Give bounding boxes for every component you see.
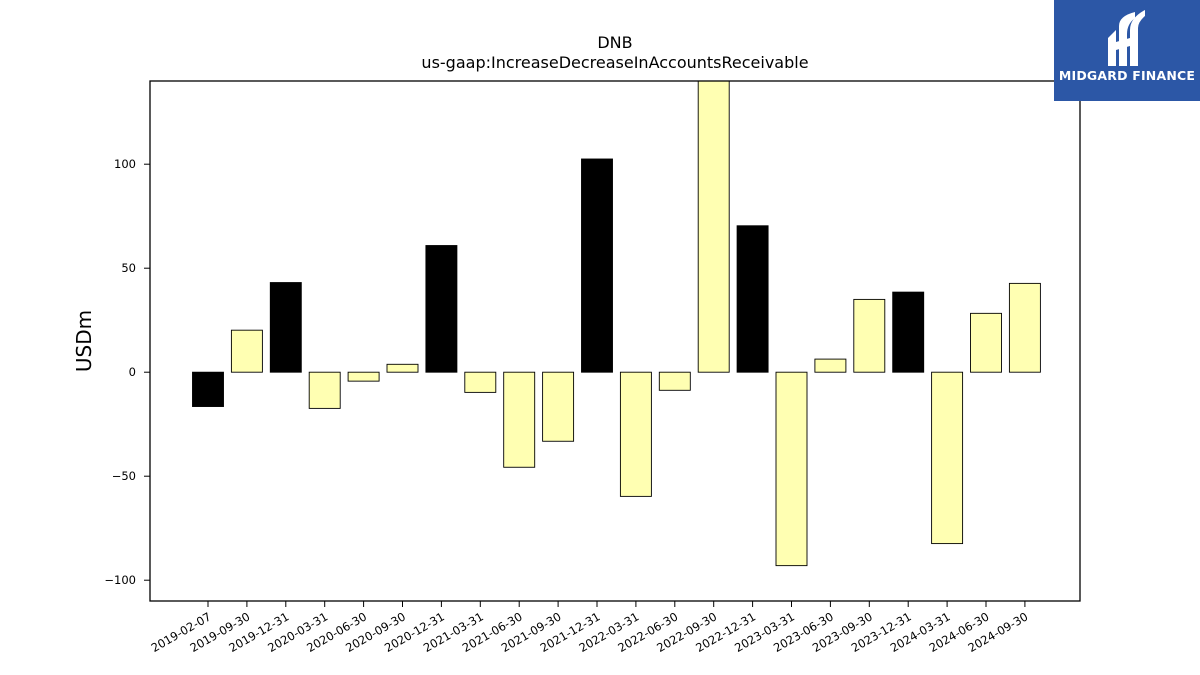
plot-frame	[149, 80, 1081, 602]
bar-2019-02-07	[192, 371, 224, 407]
y-tick-label: 0	[129, 365, 136, 379]
y-axis-ticks: −100 −50 0 50 100	[104, 157, 150, 587]
bar-2020-09-30	[386, 363, 419, 373]
bar-2022-06-30	[658, 371, 691, 391]
bar-2024-03-31	[931, 371, 964, 545]
midgard-logo-icon	[1108, 10, 1145, 66]
bar-2021-12-31	[581, 158, 613, 373]
bar-2023-09-30	[853, 298, 886, 373]
y-tick-label: 50	[121, 261, 136, 275]
bar-2022-03-31	[619, 371, 652, 497]
bar-2021-03-31	[464, 371, 497, 393]
bar-2020-12-31	[425, 245, 458, 373]
bar-2023-12-31	[892, 291, 925, 373]
chart-subtitle: us-gaap:IncreaseDecreaseInAccountsReceiv…	[421, 53, 808, 72]
bars-layer	[192, 80, 1041, 567]
y-tick-label: −100	[104, 573, 136, 587]
bar-2024-09-30	[1008, 282, 1041, 373]
bar-2019-12-31	[269, 282, 302, 373]
bar-2022-12-31	[736, 225, 769, 373]
midgard-finance-logo: MIDGARD FINANCE	[1054, 0, 1200, 101]
bar-2023-03-31	[775, 371, 808, 567]
bar-2021-09-30	[542, 371, 575, 442]
logo-text: MIDGARD FINANCE	[1058, 68, 1196, 83]
bar-2020-03-31	[308, 371, 341, 409]
bar-2020-06-30	[347, 371, 380, 382]
y-tick-label: 100	[114, 157, 136, 171]
bar-2021-06-30	[503, 371, 536, 468]
bar-2023-06-30	[814, 358, 847, 373]
y-axis-label: USDm	[72, 310, 96, 372]
bar-2019-09-30	[230, 329, 263, 373]
y-tick-label: −50	[112, 469, 136, 483]
chart-title: DNB	[597, 33, 632, 52]
bar-2024-06-30	[970, 312, 1002, 373]
x-axis-ticks: 2019-02-072019-09-302019-12-312020-03-31…	[149, 601, 1030, 655]
bar-2022-09-30	[697, 80, 730, 373]
